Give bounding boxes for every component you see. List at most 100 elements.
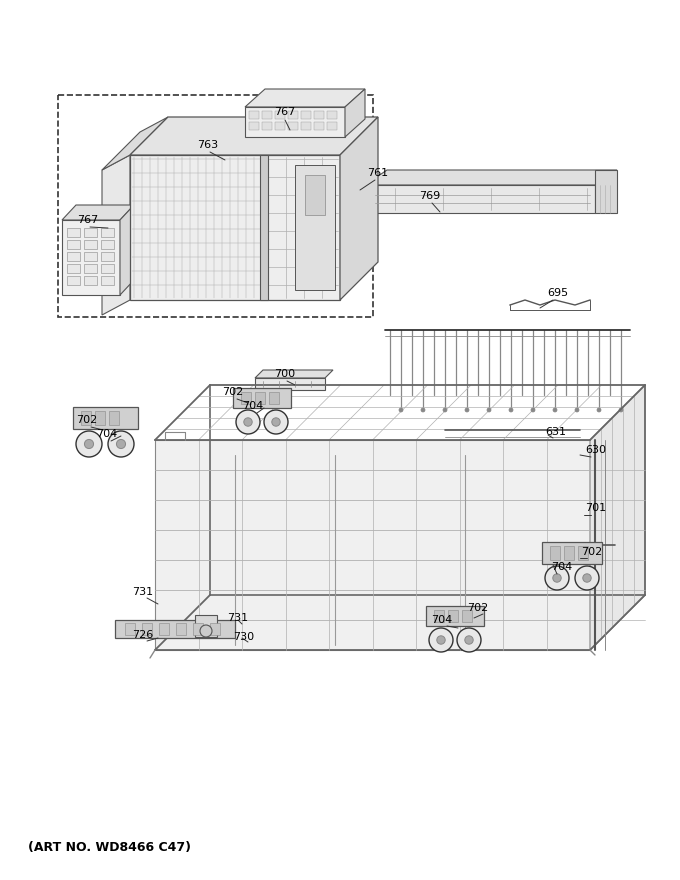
Text: (ART NO. WD8466 C47): (ART NO. WD8466 C47) [28, 841, 191, 854]
Text: 767: 767 [274, 107, 296, 117]
Text: 731: 731 [133, 587, 154, 597]
Bar [260, 155, 268, 300]
Text: 695: 695 [547, 288, 568, 298]
Circle shape [457, 628, 481, 652]
Bar [249, 122, 259, 130]
Bar [305, 175, 325, 215]
Bar [578, 546, 588, 560]
Bar [67, 276, 80, 285]
Circle shape [465, 635, 473, 644]
Bar [101, 240, 114, 249]
Bar [109, 411, 119, 425]
Polygon shape [130, 117, 378, 155]
Bar [58, 95, 373, 317]
Bar [193, 623, 203, 635]
Polygon shape [120, 205, 134, 295]
Polygon shape [233, 388, 291, 408]
Circle shape [531, 408, 535, 412]
Polygon shape [365, 170, 617, 185]
Text: 702: 702 [467, 603, 489, 613]
Bar [101, 252, 114, 261]
Circle shape [272, 418, 280, 426]
Circle shape [487, 408, 491, 412]
Text: 702: 702 [581, 547, 602, 557]
Bar [176, 623, 186, 635]
Bar [81, 411, 91, 425]
Bar [142, 623, 152, 635]
Bar [255, 392, 265, 404]
Circle shape [583, 574, 591, 583]
Bar [84, 228, 97, 237]
Circle shape [575, 566, 599, 590]
Polygon shape [73, 407, 138, 429]
Polygon shape [542, 542, 602, 564]
Bar [314, 122, 324, 130]
Polygon shape [102, 117, 168, 170]
Circle shape [429, 628, 453, 652]
Bar [67, 252, 80, 261]
Text: 730: 730 [233, 632, 254, 642]
Text: 704: 704 [551, 562, 573, 572]
Circle shape [421, 408, 425, 412]
Polygon shape [345, 89, 365, 137]
Bar [195, 615, 217, 637]
Bar [314, 111, 324, 119]
Text: 631: 631 [545, 427, 566, 437]
Circle shape [264, 410, 288, 434]
Circle shape [84, 439, 94, 449]
Polygon shape [62, 220, 120, 295]
Polygon shape [130, 155, 340, 300]
Bar [301, 111, 311, 119]
Bar [210, 623, 220, 635]
Text: 761: 761 [367, 168, 388, 178]
Circle shape [553, 574, 561, 583]
Bar [350, 185, 365, 213]
Bar [101, 264, 114, 273]
Bar [327, 122, 337, 130]
Bar [67, 228, 80, 237]
Bar [255, 378, 325, 390]
Bar [564, 546, 574, 560]
Bar [115, 620, 235, 638]
Bar [262, 122, 272, 130]
Bar [159, 623, 169, 635]
Circle shape [619, 408, 623, 412]
Circle shape [244, 418, 252, 426]
Polygon shape [365, 185, 595, 213]
Bar [301, 122, 311, 130]
Circle shape [116, 439, 126, 449]
Polygon shape [426, 606, 484, 626]
Text: 702: 702 [222, 387, 243, 397]
Bar [84, 264, 97, 273]
Bar [269, 392, 279, 404]
Polygon shape [155, 595, 645, 650]
Text: 701: 701 [585, 503, 607, 513]
Bar [550, 546, 560, 560]
Text: 702: 702 [76, 415, 98, 425]
Text: 704: 704 [431, 615, 453, 625]
Bar [295, 165, 335, 290]
Bar [262, 111, 272, 119]
Text: 630: 630 [585, 445, 607, 455]
Bar [125, 623, 135, 635]
Bar [288, 111, 298, 119]
Bar [101, 228, 114, 237]
Bar [275, 122, 285, 130]
Text: 769: 769 [420, 191, 441, 201]
Bar [241, 392, 251, 404]
Bar [84, 240, 97, 249]
Text: 726: 726 [133, 630, 154, 640]
Circle shape [465, 408, 469, 412]
Polygon shape [155, 440, 590, 650]
Bar [84, 252, 97, 261]
Text: 763: 763 [197, 140, 218, 150]
Circle shape [553, 408, 557, 412]
Polygon shape [340, 117, 378, 300]
Polygon shape [245, 107, 345, 137]
Bar [67, 240, 80, 249]
Circle shape [108, 431, 134, 457]
Bar [288, 122, 298, 130]
Circle shape [200, 625, 212, 637]
Polygon shape [595, 170, 617, 213]
Text: 704: 704 [242, 401, 264, 411]
